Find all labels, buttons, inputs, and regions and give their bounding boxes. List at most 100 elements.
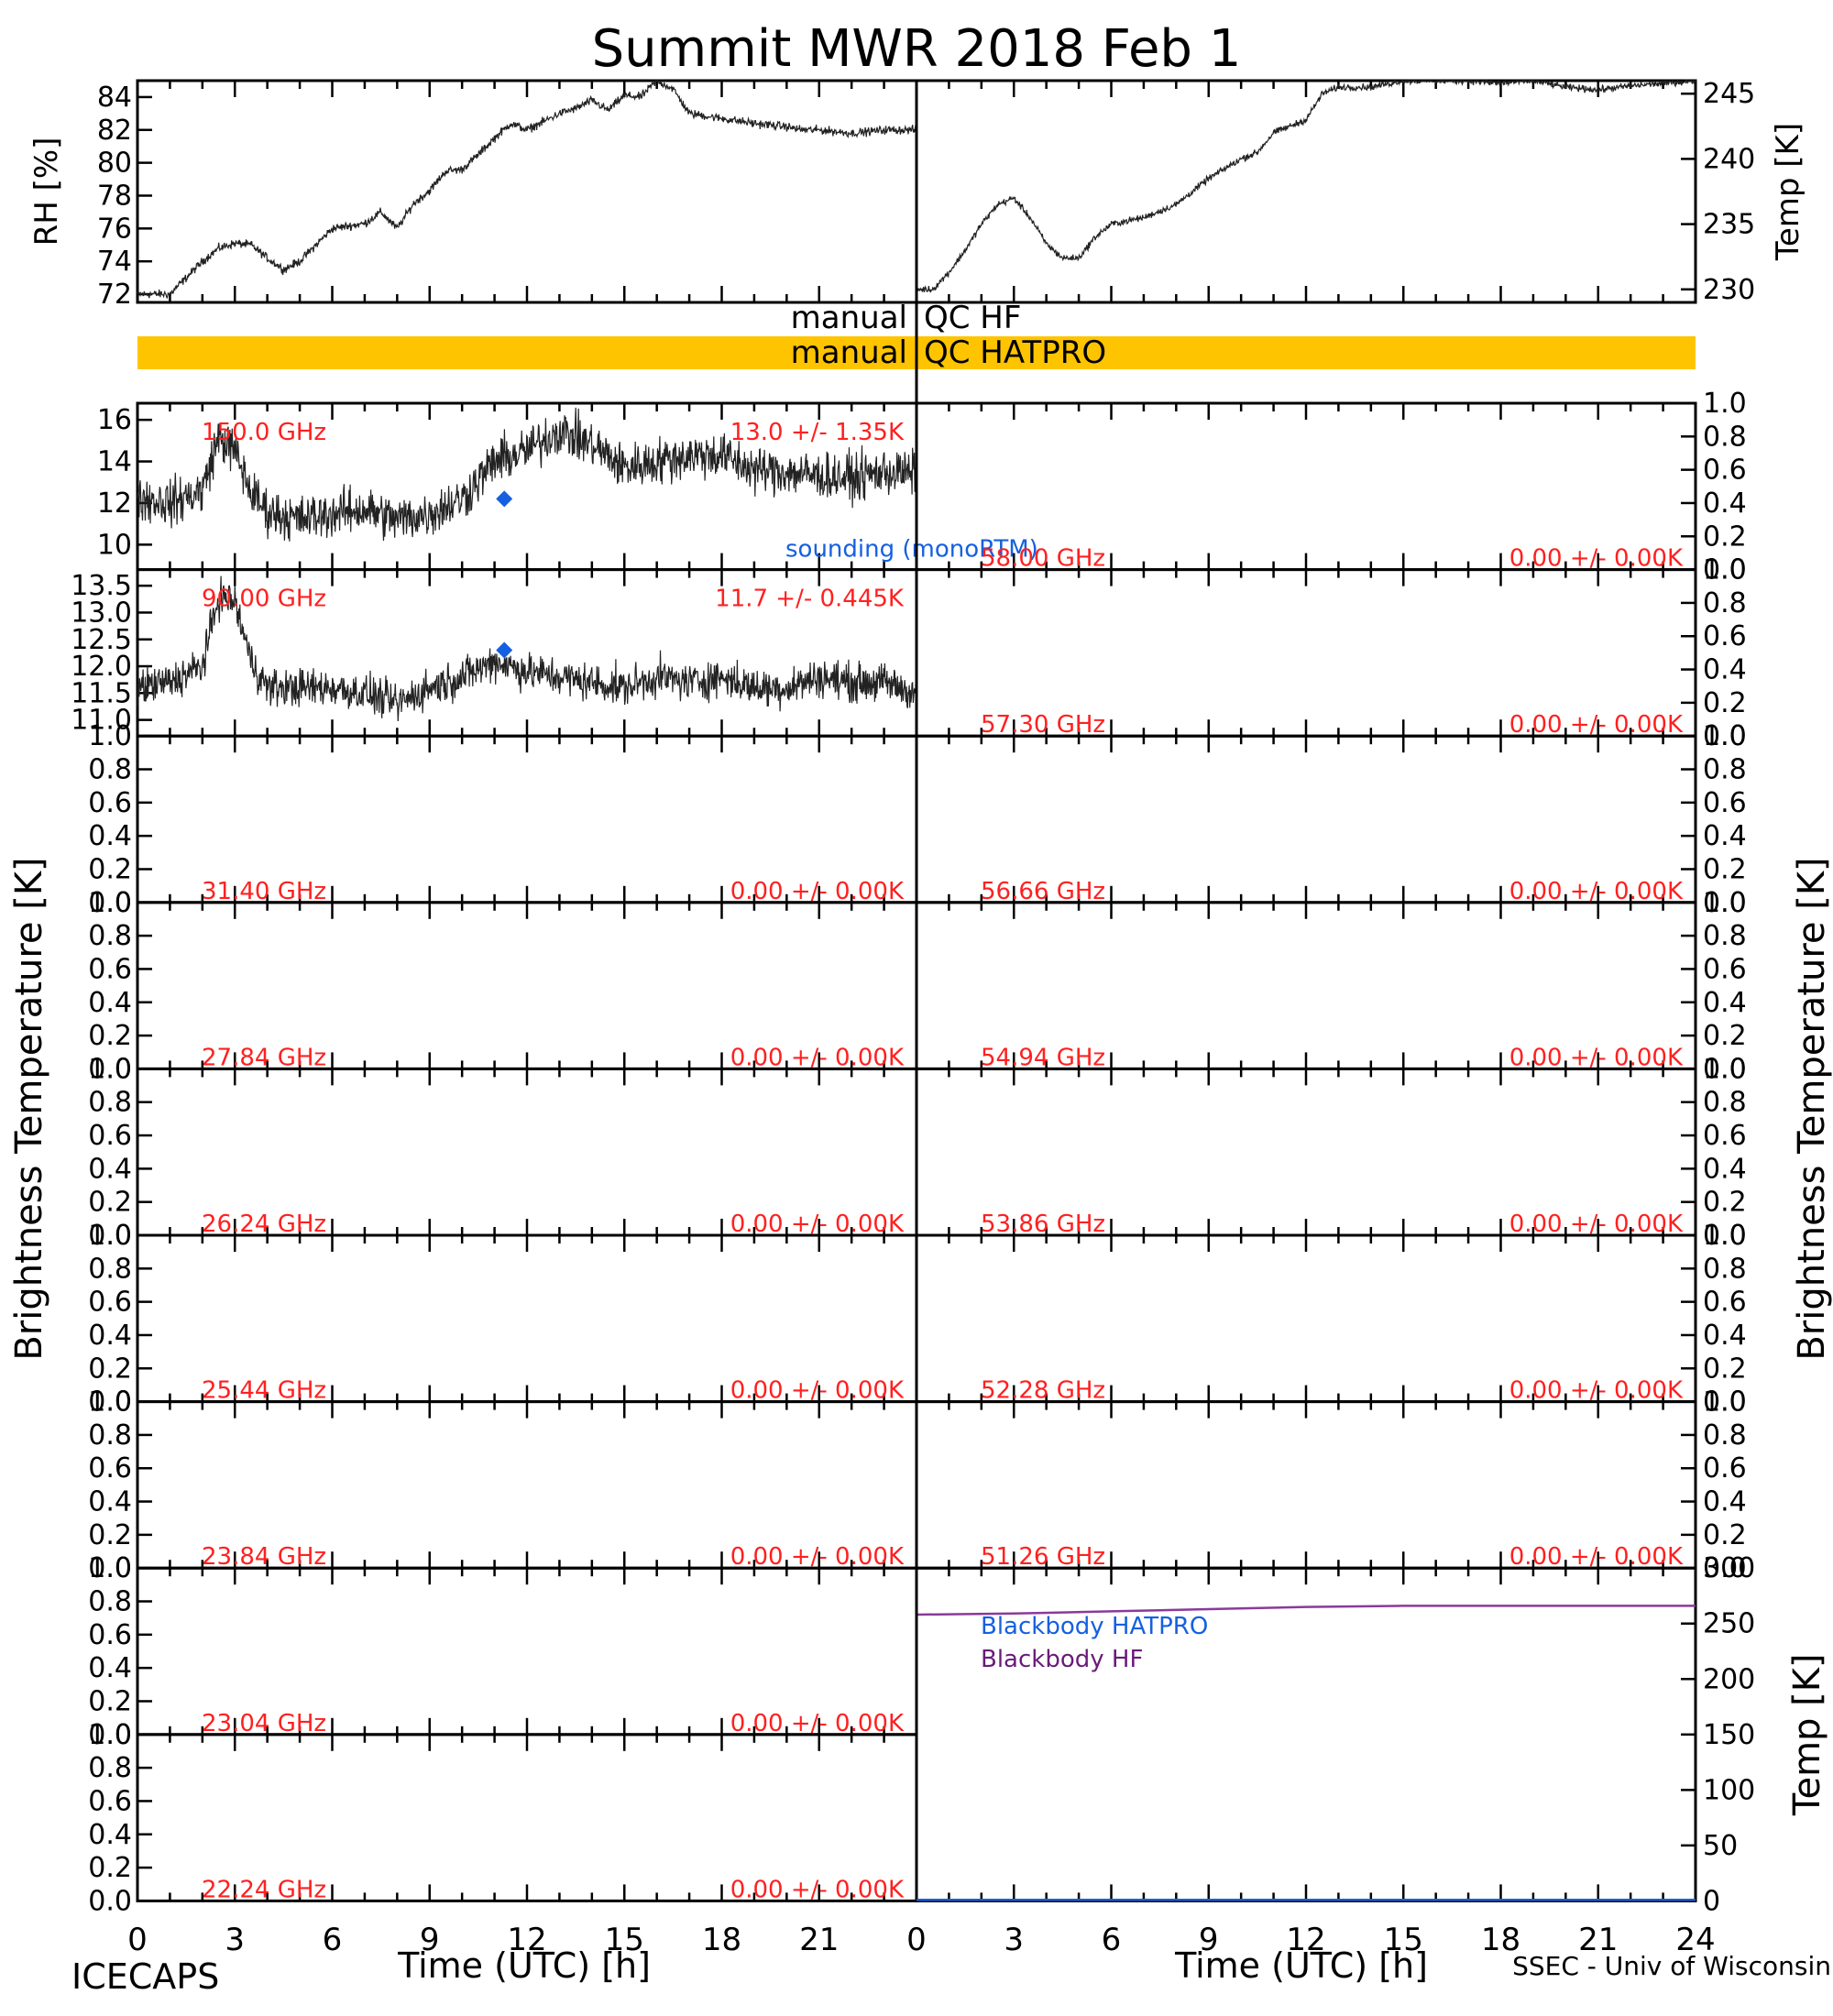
blackbody-ytick-label: 100: [1703, 1774, 1755, 1806]
tb-52.28-stats-label: 0.00 +/- 0.00K: [1509, 1377, 1684, 1405]
tb-51.26-ytick-label: 0.0: [1703, 1552, 1747, 1584]
tb-54.94-ytick-label: 0.6: [1703, 953, 1747, 985]
legend-blackbody-hatpro: Blackbody HATPRO: [981, 1613, 1208, 1640]
tb-150-ytick-label: 16: [97, 404, 132, 436]
xlabel-left: Time (UTC) [h]: [397, 1945, 651, 1986]
tb-56.66-ytick-label: 0.6: [1703, 787, 1747, 819]
blackbody-hf-line: [916, 1605, 1696, 1616]
tb-23.84-stats-label: 0.00 +/- 0.00K: [730, 1543, 905, 1571]
tb-51.26-ytick-label: 0.8: [1703, 1419, 1747, 1452]
footer-left: ICECAPS: [71, 1956, 219, 1997]
tb-58.00-ytick-label: 0.8: [1703, 421, 1747, 453]
tb-56.66-ytick-label: 0.8: [1703, 754, 1747, 786]
tb-52.28-ytick-label: 0.8: [1703, 1253, 1747, 1285]
tb-150-ytick-label: 10: [97, 529, 132, 561]
x-tick-label: 24: [1675, 1922, 1715, 1958]
temp-ytick-label: 230: [1703, 274, 1755, 306]
tb-54.94-ytick-label: 0.8: [1703, 920, 1747, 952]
qc-hatpro-left: manual: [791, 334, 907, 371]
tb-25.44-stats-label: 0.00 +/- 0.00K: [730, 1377, 905, 1405]
tb-90-freq-label: 90.00 GHz: [202, 586, 326, 613]
tb-23.84-ytick-label: 1.0: [88, 1386, 132, 1419]
rh-ytick-label: 72: [97, 279, 132, 311]
x-tick-label: 21: [1578, 1922, 1618, 1958]
rh-ytick-label: 74: [97, 246, 132, 278]
tb-22.24-ytick-label: 0.8: [88, 1752, 132, 1784]
tb-31.40-ytick-label: 1.0: [88, 720, 132, 752]
tb-57.30-ytick-label: 0.2: [1703, 687, 1747, 719]
blackbody-ylabel: Temp [K]: [1786, 1653, 1828, 1816]
x-tick-label: 12: [507, 1922, 546, 1958]
x-tick-label: 15: [605, 1922, 644, 1958]
tb-57.30-ytick-label: 0.0: [1703, 720, 1747, 752]
tb-53.86-freq-label: 53.86 GHz: [981, 1211, 1105, 1238]
tb-51.26-ytick-label: 0.2: [1703, 1519, 1747, 1551]
tb-23.04-ytick-label: 0.6: [88, 1619, 132, 1651]
tb-54.94-ytick-label: 1.0: [1703, 887, 1747, 919]
tb-27.84-ytick-label: 0.6: [88, 953, 132, 985]
tb-27.84-ytick-label: 1.0: [88, 887, 132, 919]
blackbody-ytick-label: 150: [1703, 1719, 1755, 1751]
ylabel-left: Brightness Temperature [K]: [8, 857, 50, 1360]
temp-ytick-label: 235: [1703, 209, 1755, 241]
rh-ytick-label: 82: [97, 115, 132, 147]
rh-ytick-label: 78: [97, 180, 132, 212]
temp-panel: [915, 79, 1697, 304]
tb-26.24-freq-label: 26.24 GHz: [202, 1211, 326, 1238]
tb-27.84-ytick-label: 0.4: [88, 987, 132, 1019]
tb-31.40-ytick-label: 0.2: [88, 853, 132, 885]
tb-54.94-freq-label: 54.94 GHz: [981, 1044, 1105, 1071]
tb-53.86-ytick-label: 0.8: [1703, 1087, 1747, 1119]
xlabel-right: Time (UTC) [h]: [1174, 1945, 1428, 1986]
x-tick-label: 6: [323, 1922, 343, 1958]
x-tick-label: 0: [906, 1922, 927, 1958]
tb-90-line: [137, 575, 917, 722]
tb-58.00-ytick-label: 0.4: [1703, 488, 1747, 520]
tb-23.84-ytick-label: 0.4: [88, 1486, 132, 1518]
tb-23.04-ytick-label: 0.4: [88, 1652, 132, 1684]
tb-54.94-ytick-label: 0.4: [1703, 987, 1747, 1019]
tb-25.44-ytick-label: 0.6: [88, 1287, 132, 1319]
qc-hf-right: QC HF: [924, 300, 1021, 336]
x-tick-label: 18: [1481, 1922, 1520, 1958]
tb-23.04-ytick-label: 1.0: [88, 1552, 132, 1584]
sounding-label: sounding (monoRTM): [785, 536, 1038, 564]
tb-52.28-freq-label: 52.28 GHz: [981, 1377, 1105, 1405]
tb-57.30-ytick-label: 0.6: [1703, 620, 1747, 652]
tb-54.94-ytick-label: 0.2: [1703, 1020, 1747, 1052]
rh-line: [137, 79, 917, 300]
rh-panel: [136, 79, 918, 304]
x-tick-label: 3: [225, 1922, 245, 1958]
tb-27.84-freq-label: 27.84 GHz: [202, 1044, 326, 1071]
x-tick-label: 12: [1286, 1922, 1325, 1958]
tb-53.86-ytick-label: 1.0: [1703, 1053, 1747, 1085]
tb-26.24-ytick-label: 0.4: [88, 1153, 132, 1185]
tb-31.40-ytick-label: 0.4: [88, 820, 132, 852]
tb-23.84-ytick-label: 0.8: [88, 1419, 132, 1452]
tb-150-freq-label: 150.0 GHz: [202, 419, 326, 446]
tb-52.28-ytick-label: 0.4: [1703, 1320, 1747, 1352]
tb-54.94-ytick-label: 0.0: [1703, 1053, 1747, 1085]
blackbody-ytick-label: 50: [1703, 1830, 1738, 1862]
rh-ytick-label: 80: [97, 148, 132, 180]
tb-22.24-ytick-label: 0.6: [88, 1785, 132, 1817]
tb-90-ytick-label: 11.5: [71, 677, 132, 709]
tb-31.40-freq-label: 31.40 GHz: [202, 878, 326, 905]
tb-150-line: [137, 407, 917, 542]
tb-52.28-ytick-label: 0.2: [1703, 1353, 1747, 1385]
x-tick-label: 3: [1004, 1922, 1024, 1958]
tb-26.24-ytick-label: 0.6: [88, 1120, 132, 1152]
tb-23.84-ytick-label: 0.2: [88, 1519, 132, 1551]
tb-57.30-ytick-label: 1.0: [1703, 554, 1747, 586]
x-tick-label: 18: [702, 1922, 741, 1958]
tb-25.44-ytick-label: 0.2: [88, 1353, 132, 1385]
tb-25.44-ytick-label: 1.0: [88, 1220, 132, 1252]
tb-25.44-ytick-label: 0.4: [88, 1320, 132, 1352]
tb-23.04-stats-label: 0.00 +/- 0.00K: [730, 1710, 905, 1737]
tb-26.24-ytick-label: 0.0: [88, 1220, 132, 1252]
temp-line: [916, 78, 1696, 293]
tb-26.24-ytick-label: 0.8: [88, 1087, 132, 1119]
tb-25.44-freq-label: 25.44 GHz: [202, 1377, 326, 1405]
tb-56.66-stats-label: 0.00 +/- 0.00K: [1509, 878, 1684, 905]
